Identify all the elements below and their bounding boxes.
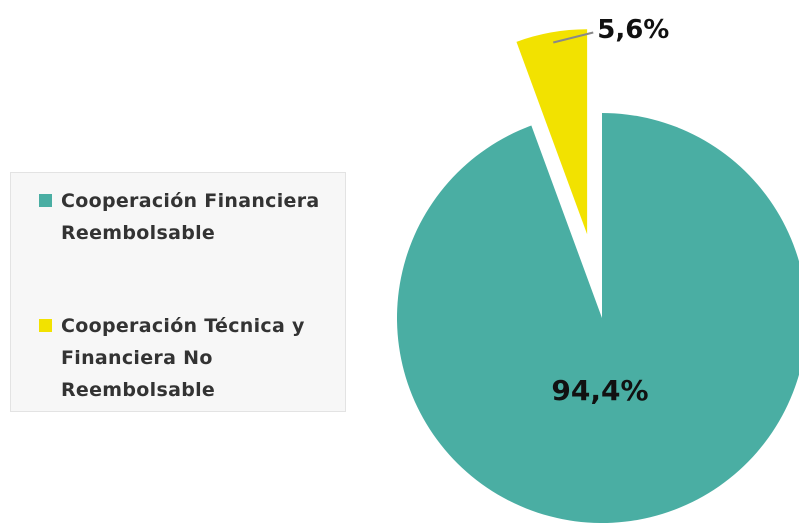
legend-entry: Cooperación Técnica y Financiera No Reem… [39, 310, 329, 406]
legend-entry: Cooperación Financiera Reembolsable [39, 185, 329, 249]
pie-slice [397, 113, 799, 523]
pie-slice [516, 29, 588, 235]
legend-swatch [39, 194, 52, 207]
legend-label: Cooperación Financiera Reembolsable [61, 190, 320, 244]
legend-swatch [39, 319, 52, 332]
legend-label: Cooperación Técnica y Financiera No Reem… [61, 315, 305, 401]
data-label: 94,4% [551, 374, 648, 407]
data-label: 5,6% [597, 15, 669, 45]
leader-line [553, 31, 594, 44]
legend: Cooperación Financiera Reembolsable Coope… [10, 172, 346, 412]
